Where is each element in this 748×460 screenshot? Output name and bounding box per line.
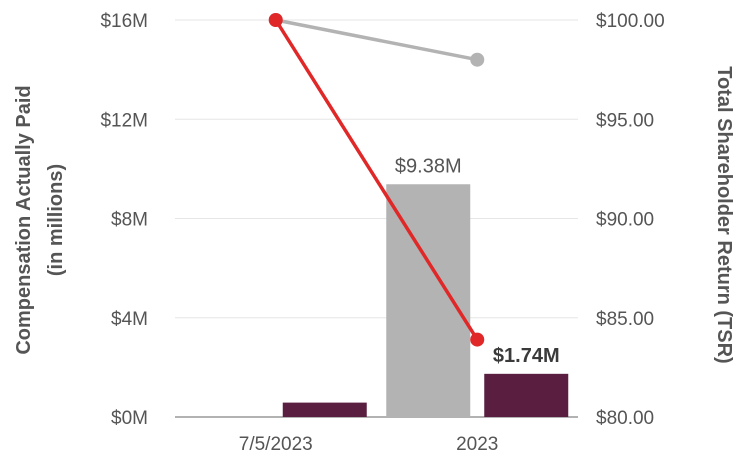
y-axis-title-line2: (in millions) — [45, 164, 67, 276]
bar — [484, 373, 569, 417]
data-label: $1.74M — [493, 345, 560, 367]
labels: $0M $80.00 $4M $85.00 $8M $90.00 $12M $95.00 $16… — [100, 11, 664, 455]
y-tick-label: $16M — [100, 11, 148, 32]
y-tick-label: $4M — [111, 309, 148, 330]
y-axis-title-line1: Compensation Actually Paid — [13, 85, 35, 354]
x-tick-label: 7/5/2023 — [239, 434, 313, 455]
bars — [282, 184, 569, 417]
data-label: $9.38M — [395, 155, 462, 177]
y-tick-label: $12M — [100, 110, 148, 131]
bar — [282, 402, 367, 417]
y-tick-label: $8M — [111, 210, 148, 231]
series-point — [470, 332, 485, 347]
lines — [268, 13, 485, 347]
y2-tick-label: $95.00 — [596, 110, 654, 131]
y2-tick-label: $85.00 — [596, 309, 654, 330]
series-line — [274, 19, 479, 341]
y2-tick-label: $100.00 — [596, 11, 665, 32]
series-point — [470, 52, 485, 67]
series-line — [275, 18, 478, 62]
series-point — [268, 13, 283, 27]
y2-tick-label: $80.00 — [596, 408, 654, 429]
y2-tick-label: $90.00 — [596, 210, 654, 231]
y-tick-label: $0M — [111, 408, 148, 429]
x-tick-label: 2023 — [456, 434, 498, 455]
bar — [386, 184, 471, 417]
y2-axis-title: Total Shareholder Return (TSR) — [713, 66, 735, 363]
